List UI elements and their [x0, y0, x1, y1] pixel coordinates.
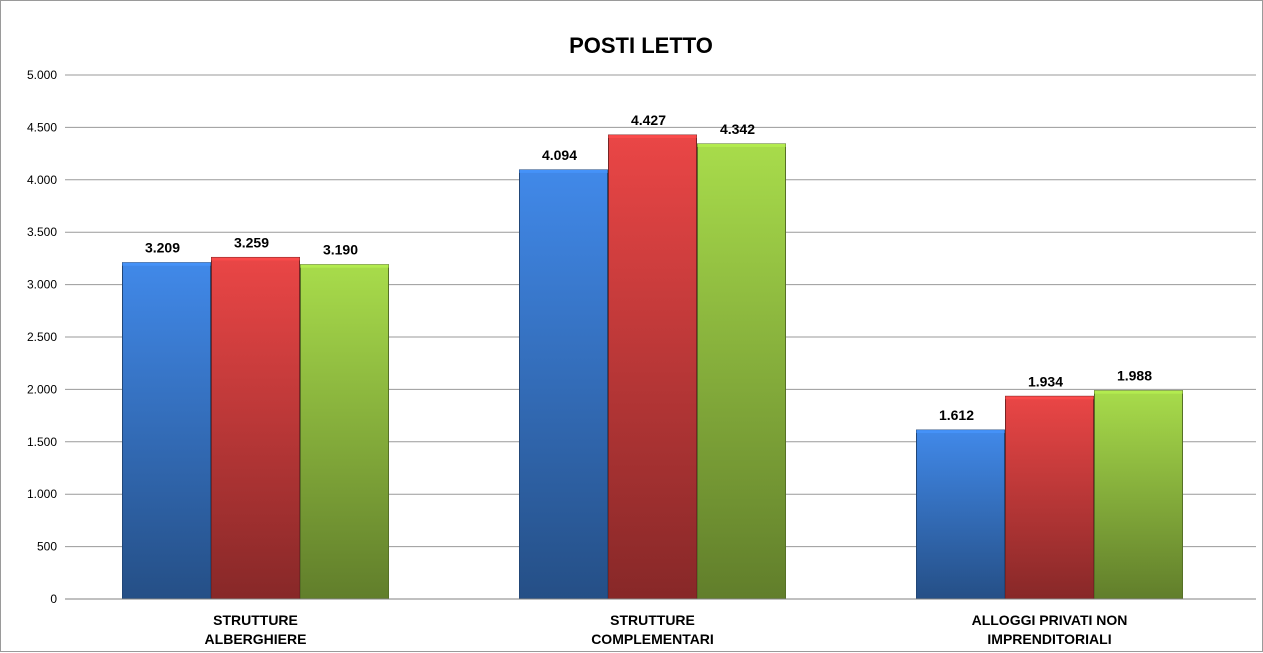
data-label: 4.427: [631, 112, 666, 128]
chart-title: POSTI LETTO: [569, 33, 713, 58]
data-label: 1.988: [1117, 368, 1152, 384]
bar-top-highlight: [608, 135, 697, 139]
y-tick-label: 0: [50, 592, 57, 606]
data-label: 3.209: [145, 240, 180, 256]
y-tick-label: 2.000: [27, 382, 57, 396]
bar: [519, 169, 608, 600]
x-category-label: COMPLEMENTARI: [591, 631, 714, 647]
y-tick-label: 1.000: [27, 487, 57, 501]
x-axis-categories: STRUTTURE ALBERGHIERE STRUTTURE COMPLEMENTA…: [205, 612, 1128, 647]
data-label: 1.934: [1028, 373, 1063, 389]
bar: [1005, 395, 1094, 600]
bar: [1094, 390, 1183, 600]
y-tick-label: 3.000: [27, 278, 57, 292]
y-tick-label: 500: [37, 540, 57, 554]
bar: [697, 143, 786, 600]
x-category-label: ALLOGGI PRIVATI NON: [972, 612, 1128, 628]
bar: [211, 256, 300, 600]
data-label: 3.259: [234, 234, 269, 250]
bar-top-highlight: [300, 264, 389, 268]
bars: [122, 134, 1183, 600]
bar: [916, 429, 1005, 600]
y-tick-label: 4.500: [27, 120, 57, 134]
data-label: 4.094: [542, 147, 577, 163]
x-category-label: STRUTTURE: [213, 612, 298, 628]
y-tick-label: 3.500: [27, 225, 57, 239]
bar: [608, 134, 697, 600]
y-tick-label: 5.000: [27, 68, 57, 82]
y-axis-ticks: 0 500 1.000 1.500 2.000 2.500 3.000 3.500 4.000 4…: [27, 68, 57, 606]
y-tick-label: 4.000: [27, 173, 57, 187]
bar-top-highlight: [916, 430, 1005, 434]
bar: [300, 264, 389, 600]
bar-top-highlight: [1005, 396, 1094, 400]
y-tick-label: 1.500: [27, 435, 57, 449]
data-label: 4.342: [720, 121, 755, 137]
data-label: 3.190: [323, 242, 358, 258]
y-tick-label: 2.500: [27, 330, 57, 344]
bar-top-highlight: [211, 257, 300, 261]
bar: [122, 262, 211, 600]
x-category-label: STRUTTURE: [610, 612, 695, 628]
bar-top-highlight: [519, 169, 608, 173]
bar-top-highlight: [697, 143, 786, 147]
x-category-label: IMPRENDITORIALI: [987, 631, 1111, 647]
x-category-label: ALBERGHIERE: [205, 631, 307, 647]
bar-top-highlight: [1094, 390, 1183, 394]
data-label: 1.612: [939, 407, 974, 423]
bar-top-highlight: [122, 262, 211, 266]
data-labels: 3.209 3.259 3.190 4.094 4.427 4.342 1.612 1.934…: [145, 112, 1152, 423]
